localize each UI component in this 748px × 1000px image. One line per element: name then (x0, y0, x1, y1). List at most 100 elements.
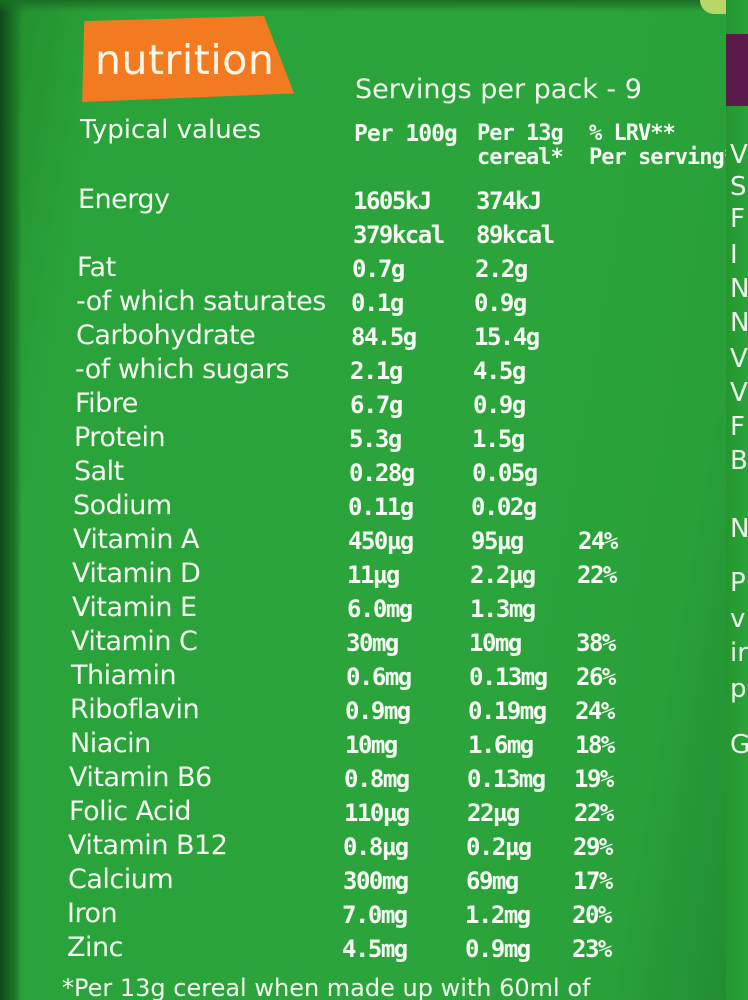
per-100g-value: 84.5g (351, 323, 417, 351)
per-13g-value: 0.05g (472, 459, 538, 487)
nutrient-name: Carbohydrate (76, 320, 256, 351)
per-100g-value: 5.3g (349, 425, 402, 453)
per-100g-value: 0.28g (349, 459, 415, 487)
header-lrv-line2: Per serving* (589, 145, 737, 170)
purple-tab-graphic (726, 34, 748, 106)
edge-letter: N (730, 274, 748, 304)
footnote: *Per 13g cereal when made up with 60ml o… (62, 974, 591, 1000)
nutrient-name: Vitamin B12 (68, 830, 228, 861)
per-100g-value: 450µg (348, 527, 414, 555)
per-100g-value: 300mg (343, 867, 409, 895)
energy-kj-per-100g: 1605kJ (353, 187, 432, 215)
box-left-edge-shadow (0, 0, 22, 1000)
edge-letter: F (730, 204, 745, 234)
nutrient-name: Fibre (75, 388, 138, 419)
edge-letter: N (730, 308, 748, 338)
per-100g-value: 6.0mg (347, 595, 413, 623)
edge-letter: V (730, 378, 748, 408)
nutrient-name: Fat (77, 252, 116, 283)
nutrition-badge (82, 16, 294, 102)
nutrient-name: Vitamin A (73, 524, 199, 555)
adjacent-panel-text: V S F I N N V V F B N P v ir p G (727, 0, 748, 1000)
per-13g-value: 2.2g (475, 255, 528, 283)
per-100g-value: 30mg (346, 629, 399, 657)
per-13g-value: 1.2mg (465, 901, 531, 929)
nutrient-name: -of which saturates (76, 286, 326, 317)
nutrient-name: Vitamin C (71, 626, 198, 657)
nutrient-name: Protein (74, 422, 166, 453)
header-lrv: % LRV** Per serving* (589, 121, 737, 170)
nutrient-name: Riboflavin (70, 694, 200, 725)
per-13g-value: 0.13mg (467, 765, 546, 793)
per-100g-value: 0.7g (352, 255, 405, 283)
per-13g-value: 10mg (469, 629, 522, 657)
per-100g-value: 2.1g (350, 357, 403, 385)
edge-letter: G (730, 730, 748, 760)
lrv-value: 24% (578, 527, 618, 555)
per-13g-value: 22µg (467, 799, 520, 827)
header-lrv-line1: % LRV** (589, 121, 676, 146)
per-13g-value: 0.2µg (466, 833, 532, 861)
nutrient-name: Calcium (68, 864, 174, 895)
adjacent-panel-edge (726, 0, 748, 1000)
nutrient-name: Folic Acid (69, 796, 192, 827)
nutrient-name: -of which sugars (75, 354, 290, 385)
edge-letter: S (730, 172, 747, 202)
per-13g-value: 1.3mg (470, 595, 536, 623)
per-13g-value: 95µg (471, 527, 524, 555)
edge-letter: P (730, 568, 746, 598)
per-13g-value: 4.5g (473, 357, 526, 385)
per-13g-value: 0.19mg (468, 697, 547, 725)
per-100g-value: 6.7g (350, 391, 403, 419)
per-13g-value: 15.4g (474, 323, 540, 351)
nutrient-name: Vitamin E (72, 592, 197, 623)
per-100g-value: 10mg (345, 731, 398, 759)
lrv-value: 18% (575, 731, 615, 759)
lrv-value: 22% (574, 799, 614, 827)
box-top-edge-shadow (0, 0, 748, 12)
per-13g-value: 1.6mg (468, 731, 534, 759)
lrv-value: 19% (574, 765, 614, 793)
per-13g-value: 0.9g (474, 289, 527, 317)
nutrient-name: Niacin (70, 728, 151, 759)
per-13g-value: 0.9g (473, 391, 526, 419)
per-100g-value: 0.1g (351, 289, 404, 317)
per-13g-value: 69mg (466, 867, 519, 895)
header-per-13g-line2: cereal* (477, 145, 564, 170)
per-100g-value: 0.8mg (344, 765, 410, 793)
energy-kcal-per-13g: 89kcal (476, 221, 555, 249)
energy-kcal-per-100g: 379kcal (353, 221, 445, 249)
per-13g-value: 2.2µg (470, 561, 536, 589)
nutrient-name: Zinc (67, 932, 123, 963)
per-100g-value: 7.0mg (342, 901, 408, 929)
edge-letter: v (730, 604, 746, 634)
lrv-value: 38% (576, 629, 616, 657)
per-100g-value: 4.5mg (342, 935, 408, 963)
nutrition-badge-label: nutrition (95, 36, 275, 84)
per-13g-value: 1.5g (472, 425, 525, 453)
lrv-value: 23% (572, 935, 612, 963)
nutrient-name: Thiamin (71, 660, 177, 691)
nutrient-name: Salt (74, 456, 124, 487)
edge-letter: I (730, 240, 738, 270)
lrv-value: 29% (573, 833, 613, 861)
edge-letter: N (730, 514, 748, 544)
header-per-13g-line1: Per 13g (477, 121, 564, 146)
per-13g-value: 0.02g (471, 493, 537, 521)
nutrient-name: Sodium (73, 490, 172, 521)
lrv-value: 24% (575, 697, 615, 725)
lrv-value: 17% (573, 867, 613, 895)
per-100g-value: 0.6mg (346, 663, 412, 691)
lrv-value: 26% (576, 663, 616, 691)
nutrient-name: Vitamin D (72, 558, 201, 589)
nutrient-name: Energy (78, 184, 170, 215)
edge-letter: B (730, 446, 748, 476)
edge-letter: V (730, 344, 748, 374)
edge-letter: ir (730, 638, 748, 668)
energy-kj-per-13g: 374kJ (476, 187, 542, 215)
nutrient-name: Vitamin B6 (69, 762, 212, 793)
per-13g-value: 0.13mg (469, 663, 548, 691)
per-13g-value: 0.9mg (465, 935, 531, 963)
header-per-13g: Per 13g cereal* (477, 121, 564, 170)
